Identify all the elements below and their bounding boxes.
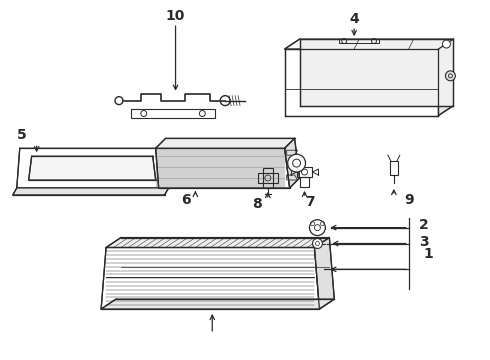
Polygon shape — [13, 188, 169, 195]
Polygon shape — [101, 247, 319, 309]
Circle shape — [445, 71, 455, 81]
Text: 8: 8 — [252, 197, 262, 211]
Text: 9: 9 — [404, 193, 414, 207]
Circle shape — [288, 154, 306, 172]
Polygon shape — [299, 39, 453, 105]
Polygon shape — [156, 138, 294, 148]
Circle shape — [310, 220, 325, 235]
Circle shape — [313, 239, 322, 248]
Polygon shape — [439, 39, 453, 116]
Polygon shape — [17, 148, 169, 188]
Polygon shape — [156, 148, 290, 188]
Text: 1: 1 — [424, 247, 434, 261]
Polygon shape — [285, 39, 453, 49]
Polygon shape — [106, 238, 329, 247]
Polygon shape — [101, 299, 334, 309]
Text: 6: 6 — [181, 193, 190, 207]
Text: 10: 10 — [166, 9, 185, 23]
Text: 3: 3 — [419, 234, 428, 248]
Polygon shape — [285, 138, 299, 188]
Polygon shape — [29, 156, 156, 180]
Text: 4: 4 — [349, 12, 359, 26]
Text: 5: 5 — [17, 129, 26, 142]
Polygon shape — [285, 49, 439, 116]
Circle shape — [442, 40, 450, 48]
Polygon shape — [315, 238, 334, 309]
Text: 2: 2 — [419, 218, 428, 231]
Text: 7: 7 — [305, 195, 314, 209]
